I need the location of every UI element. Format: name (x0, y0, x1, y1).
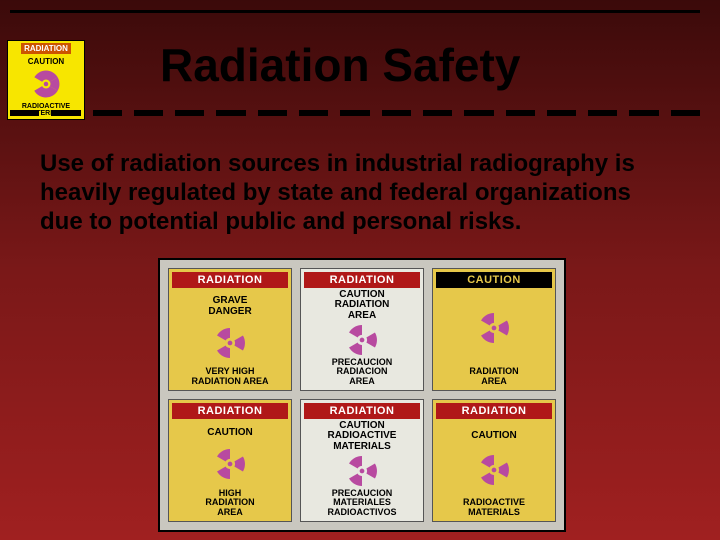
dash-segment (506, 110, 535, 116)
radiation-sign: RADIATION GRAVEDANGER VERY HIGHRADIATION … (168, 268, 292, 391)
dash-segment (671, 110, 700, 116)
radiation-sign: RADIATIONCAUTIONRADIOACTIVEMATERIALS PRE… (300, 399, 424, 522)
dash-segment (547, 110, 576, 116)
logo-caution-label: CAUTION (28, 57, 64, 66)
dash-segment (258, 110, 287, 116)
radiation-logo: RADIATION CAUTION RADIOACTIVEMATERIALS (7, 40, 85, 120)
logo-top-label: RADIATION (21, 43, 71, 54)
trefoil-icon (477, 311, 511, 345)
dash-segment (51, 110, 80, 116)
sign-sub-label: CAUTION (207, 427, 253, 440)
dash-segment (216, 110, 245, 116)
radiation-sign: RADIATIONCAUTIONRADIATIONAREA PRECAUCION… (300, 268, 424, 391)
body-paragraph: Use of radiation sources in industrial r… (40, 150, 660, 236)
sign-bottom-label: PRECAUCIONMATERIALESRADIOACTIVOS (327, 489, 396, 518)
sign-bottom-label: RADIOACTIVEMATERIALS (463, 498, 525, 518)
dash-segment (588, 110, 617, 116)
dashed-rule (10, 110, 700, 116)
dash-segment (629, 110, 658, 116)
radiation-sign: RADIATION CAUTION RADIOACTIVEMATERIALS (432, 399, 556, 522)
radiation-sign: RADIATION CAUTION HIGHRADIATIONAREA (168, 399, 292, 522)
trefoil-icon (30, 68, 62, 100)
dash-segment (340, 110, 369, 116)
page-title: Radiation Safety (160, 38, 520, 92)
sign-grid-image: RADIATION GRAVEDANGER VERY HIGHRADIATION … (158, 258, 566, 532)
dash-segment (93, 110, 122, 116)
trefoil-icon (213, 447, 247, 481)
dash-segment (134, 110, 163, 116)
dash-segment (423, 110, 452, 116)
sign-sub-label: CAUTIONRADIOACTIVEMATERIALS (328, 420, 397, 454)
sign-sub-label: GRAVEDANGER (208, 295, 251, 318)
dash-segment (175, 110, 204, 116)
sign-header: RADIATION (172, 403, 288, 419)
top-rule (10, 10, 700, 13)
trefoil-icon (345, 454, 379, 488)
dash-segment (464, 110, 493, 116)
sign-header: RADIATION (304, 272, 420, 288)
sign-sub-label: CAUTION (471, 430, 517, 443)
sign-bottom-label: PRECAUCIONRADIACIONAREA (332, 358, 393, 387)
trefoil-icon (213, 326, 247, 360)
sign-bottom-label: RADIATIONAREA (469, 367, 518, 387)
sign-sub-label: CAUTIONRADIATIONAREA (335, 289, 390, 323)
dash-segment (10, 110, 39, 116)
sign-bottom-label: VERY HIGHRADIATION AREA (192, 367, 269, 387)
trefoil-icon (345, 323, 379, 357)
trefoil-icon (477, 453, 511, 487)
dash-segment (299, 110, 328, 116)
sign-header: RADIATION (436, 403, 552, 419)
radiation-sign: CAUTION RADIATIONAREA (432, 268, 556, 391)
dash-segment (382, 110, 411, 116)
sign-header: RADIATION (172, 272, 288, 288)
sign-bottom-label: HIGHRADIATIONAREA (205, 489, 254, 518)
sign-header: RADIATION (304, 403, 420, 419)
sign-header: CAUTION (436, 272, 552, 288)
